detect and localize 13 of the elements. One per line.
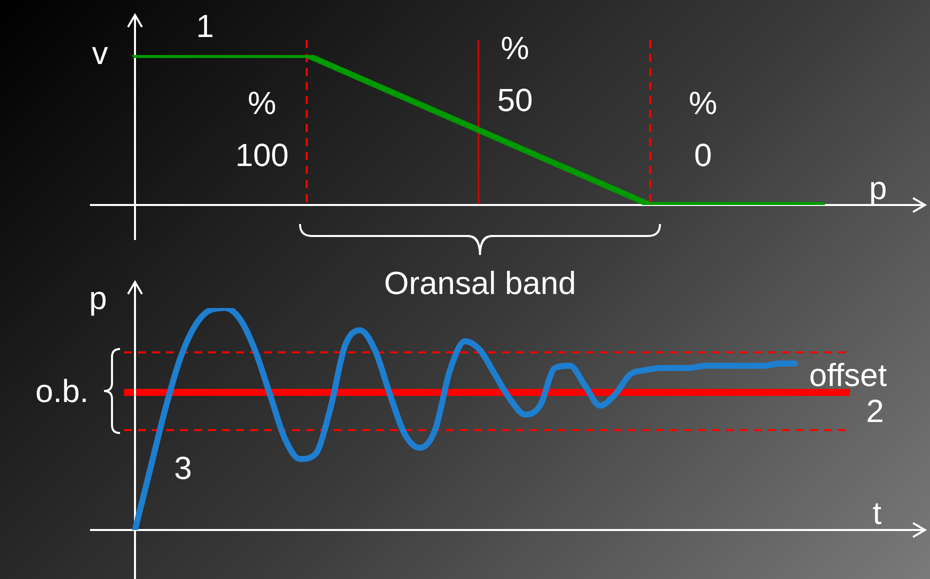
y-axis-title: p [89,280,107,316]
x-axis-title: p [869,170,887,206]
annotation: % 100 [235,84,289,173]
text: 1 [196,8,214,44]
text: Oransal band [384,264,576,301]
annotation: % 0 [688,84,718,173]
annotation: % 50 [497,30,533,118]
text: o.b. [35,372,89,409]
y-axis-title: v [92,34,108,71]
annotation: 3 [174,450,192,486]
text: offset [809,356,887,393]
text: 2 [866,392,884,429]
x-axis-title: t [872,494,882,531]
